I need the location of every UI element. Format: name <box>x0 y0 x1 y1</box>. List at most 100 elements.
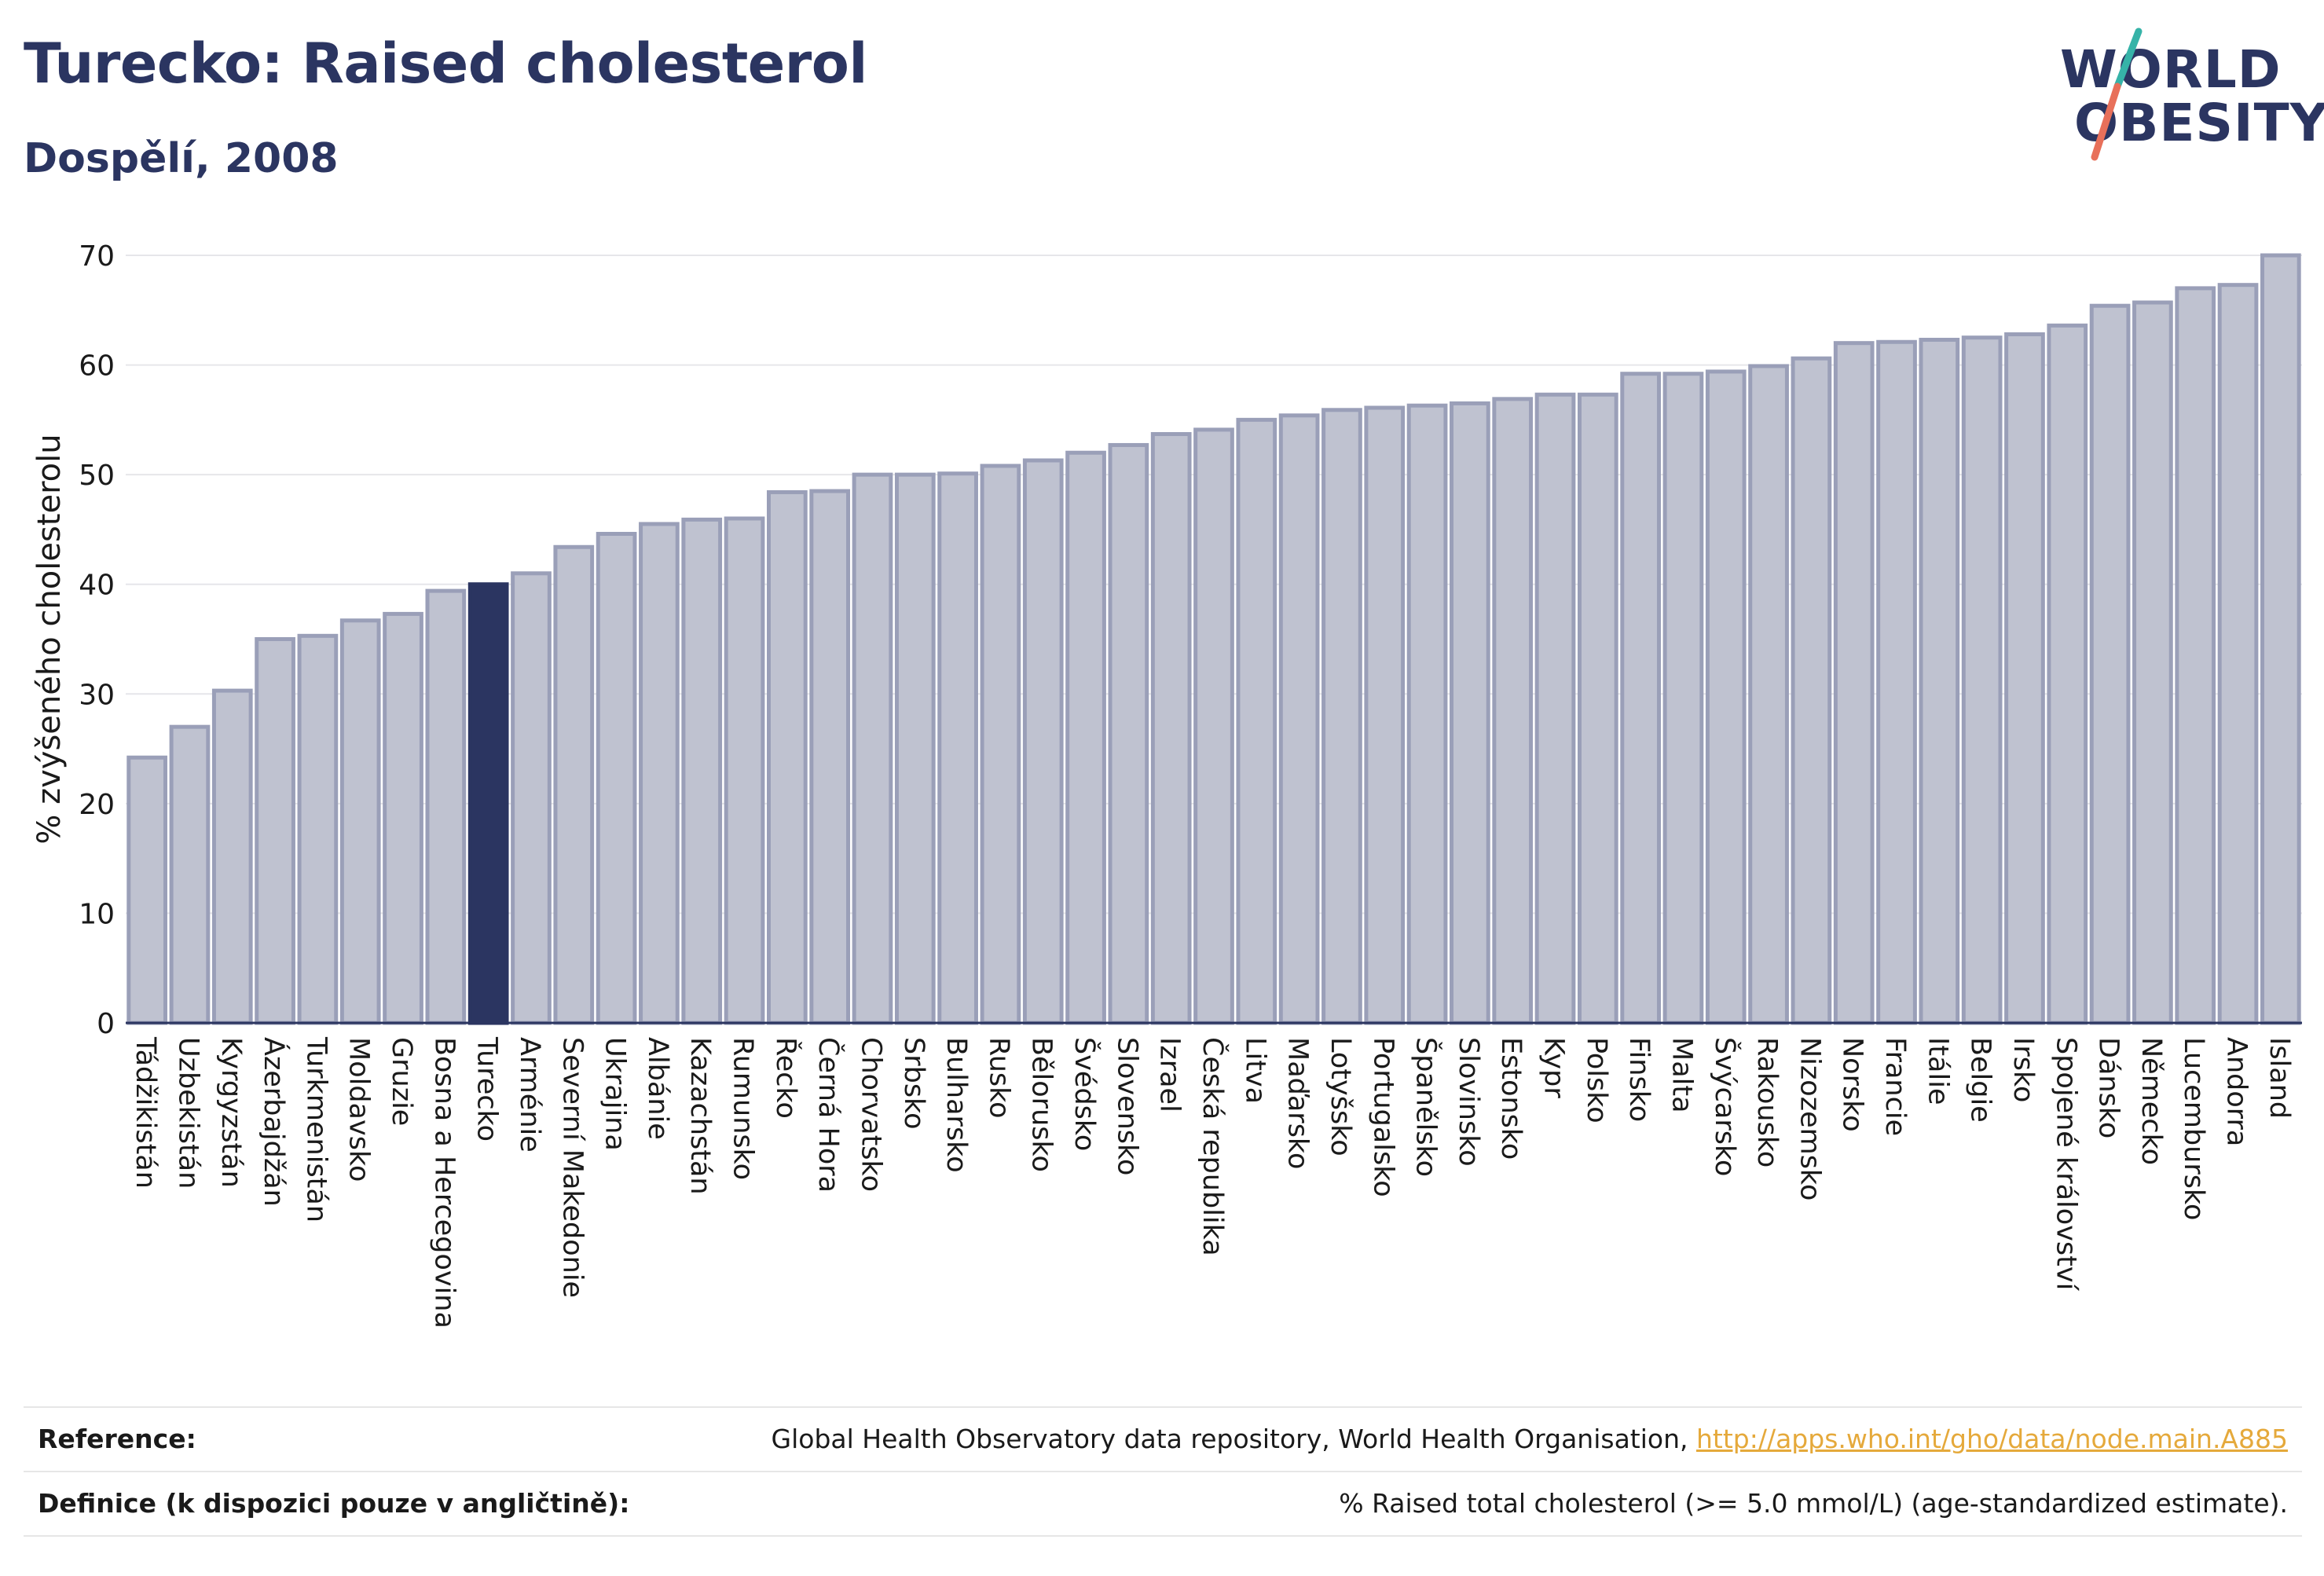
bar-27[interactable] <box>1236 417 1277 1025</box>
y-axis: 0 10 20 30 40 50 60 70 % zvýšeného cholesterolu <box>31 240 115 1040</box>
bar-2[interactable] <box>169 724 211 1025</box>
bar-17[interactable] <box>809 489 851 1025</box>
x-tick-label: Česká republika <box>1197 1037 1230 1256</box>
x-tick-label: Itálie <box>1922 1037 1953 1105</box>
x-tick-label: Andorra <box>2221 1037 2253 1146</box>
x-tick-label: Slovinsko <box>1453 1037 1484 1167</box>
bar-22[interactable] <box>1022 458 1064 1025</box>
bar-41[interactable] <box>1833 341 1875 1025</box>
x-tick-label: Norsko <box>1837 1037 1868 1132</box>
bar-49[interactable] <box>2175 286 2216 1025</box>
bar-15[interactable] <box>724 516 765 1025</box>
bar-33[interactable] <box>1492 397 1534 1025</box>
x-tick-label: Černá Hora <box>812 1037 845 1193</box>
bar-5[interactable] <box>297 633 339 1025</box>
chart-subtitle: Dospělí, 2008 <box>24 135 339 182</box>
bar-43[interactable] <box>1919 337 1960 1025</box>
x-tick-label: Lotyšsko <box>1325 1037 1356 1156</box>
bar-21[interactable] <box>980 464 1021 1025</box>
x-tick-label: Turecko <box>471 1036 503 1142</box>
bar-37[interactable] <box>1662 372 1704 1025</box>
bar-34[interactable] <box>1534 392 1576 1025</box>
x-tick-label: Německo <box>2135 1037 2167 1165</box>
x-tick-label: Gruzie <box>386 1037 417 1126</box>
x-tick-label: Estonsko <box>1495 1037 1527 1160</box>
reference-value: Global Health Observatory data repositor… <box>772 1424 2288 1454</box>
bar-1[interactable] <box>126 755 168 1025</box>
bar-24[interactable] <box>1108 442 1149 1025</box>
y-tick-label: 30 <box>79 679 115 711</box>
bar-16[interactable] <box>767 489 808 1025</box>
bar-39[interactable] <box>1748 364 1789 1025</box>
x-tick-label: Ázerbajdžán <box>258 1037 291 1207</box>
x-tick-label: Malta <box>1666 1037 1697 1113</box>
x-tick-label: Arménie <box>514 1037 545 1153</box>
y-tick-label: 50 <box>79 460 115 492</box>
x-tick-label: Uzbekistán <box>172 1037 203 1189</box>
bar-26[interactable] <box>1193 427 1234 1025</box>
y-tick-label: 60 <box>79 350 115 383</box>
x-tick-label: Švýcarsko <box>1709 1037 1742 1176</box>
bar-50[interactable] <box>2217 283 2259 1025</box>
bar-28[interactable] <box>1278 413 1320 1025</box>
x-tick-label: Severní Makedonie <box>556 1037 588 1298</box>
x-tick-label: Srbsko <box>898 1037 929 1130</box>
reference-link[interactable]: http://apps.who.int/gho/data/node.main.A… <box>1695 1424 2288 1454</box>
bar-25[interactable] <box>1150 432 1192 1025</box>
bar-4[interactable] <box>255 637 295 1025</box>
bar-14[interactable] <box>681 517 723 1025</box>
bar-29[interactable] <box>1321 408 1362 1025</box>
bar-36[interactable] <box>1620 372 1661 1025</box>
logo-slash-icon <box>2091 27 2143 161</box>
y-tick-label: 40 <box>79 570 115 602</box>
bar-9[interactable] <box>467 582 509 1025</box>
y-axis-label: % zvýšeného cholesterolu <box>31 434 68 844</box>
x-tick-label: Tádžikistán <box>130 1036 161 1189</box>
x-tick-label: Rusko <box>983 1037 1014 1119</box>
x-tick-label: Finsko <box>1623 1037 1655 1122</box>
bar-32[interactable] <box>1450 401 1490 1025</box>
bar-35[interactable] <box>1577 392 1618 1025</box>
x-tick-label: Slovensko <box>1111 1037 1142 1175</box>
bar-23[interactable] <box>1065 450 1106 1025</box>
logo-text-world: WORLD <box>2060 39 2282 100</box>
bar-6[interactable] <box>339 618 381 1025</box>
bar-47[interactable] <box>2089 303 2131 1025</box>
bar-48[interactable] <box>2132 300 2173 1025</box>
bar-31[interactable] <box>1406 403 1448 1025</box>
bar-40[interactable] <box>1791 356 1832 1025</box>
bar-51[interactable] <box>2260 253 2301 1025</box>
bar-20[interactable] <box>937 471 978 1025</box>
bar-18[interactable] <box>852 472 893 1025</box>
bar-11[interactable] <box>553 544 595 1025</box>
x-tick-label: Rumunsko <box>728 1037 759 1180</box>
bar-13[interactable] <box>639 522 680 1025</box>
world-obesity-logo: WORLD OBESITY <box>2051 24 2324 165</box>
bar-30[interactable] <box>1364 405 1406 1025</box>
reference-label: Reference: <box>38 1424 196 1454</box>
bar-8[interactable] <box>425 588 467 1025</box>
bar-45[interactable] <box>2004 332 2045 1025</box>
bar-38[interactable] <box>1705 369 1747 1025</box>
chart-title: Turecko: Raised cholesterol <box>24 31 867 96</box>
x-tick-label: Bulharsko <box>940 1037 972 1173</box>
x-tick-label: Island <box>2264 1037 2295 1119</box>
x-tick-label: Izrael <box>1154 1037 1186 1112</box>
bar-44[interactable] <box>1961 335 2003 1025</box>
y-tick-label: 70 <box>79 240 115 273</box>
bar-46[interactable] <box>2047 323 2088 1025</box>
x-tick-label: Španělsko <box>1410 1037 1443 1177</box>
x-tick-label: Spojené království <box>2050 1037 2081 1292</box>
bar-10[interactable] <box>511 571 552 1025</box>
x-tick-label: Belgie <box>1965 1037 1996 1123</box>
bar-19[interactable] <box>894 472 936 1025</box>
bar-42[interactable] <box>1876 339 1917 1025</box>
x-tick-label: Bosna a Hercegovina <box>428 1037 460 1329</box>
bar-12[interactable] <box>596 532 637 1025</box>
x-tick-label: Irsko <box>2007 1037 2039 1102</box>
x-tick-label: Bělorusko <box>1026 1037 1058 1172</box>
bar-7[interactable] <box>383 611 423 1025</box>
y-tick-label: 10 <box>79 898 115 930</box>
x-tick-label: Ukrajina <box>599 1037 631 1151</box>
bar-3[interactable] <box>211 688 253 1025</box>
